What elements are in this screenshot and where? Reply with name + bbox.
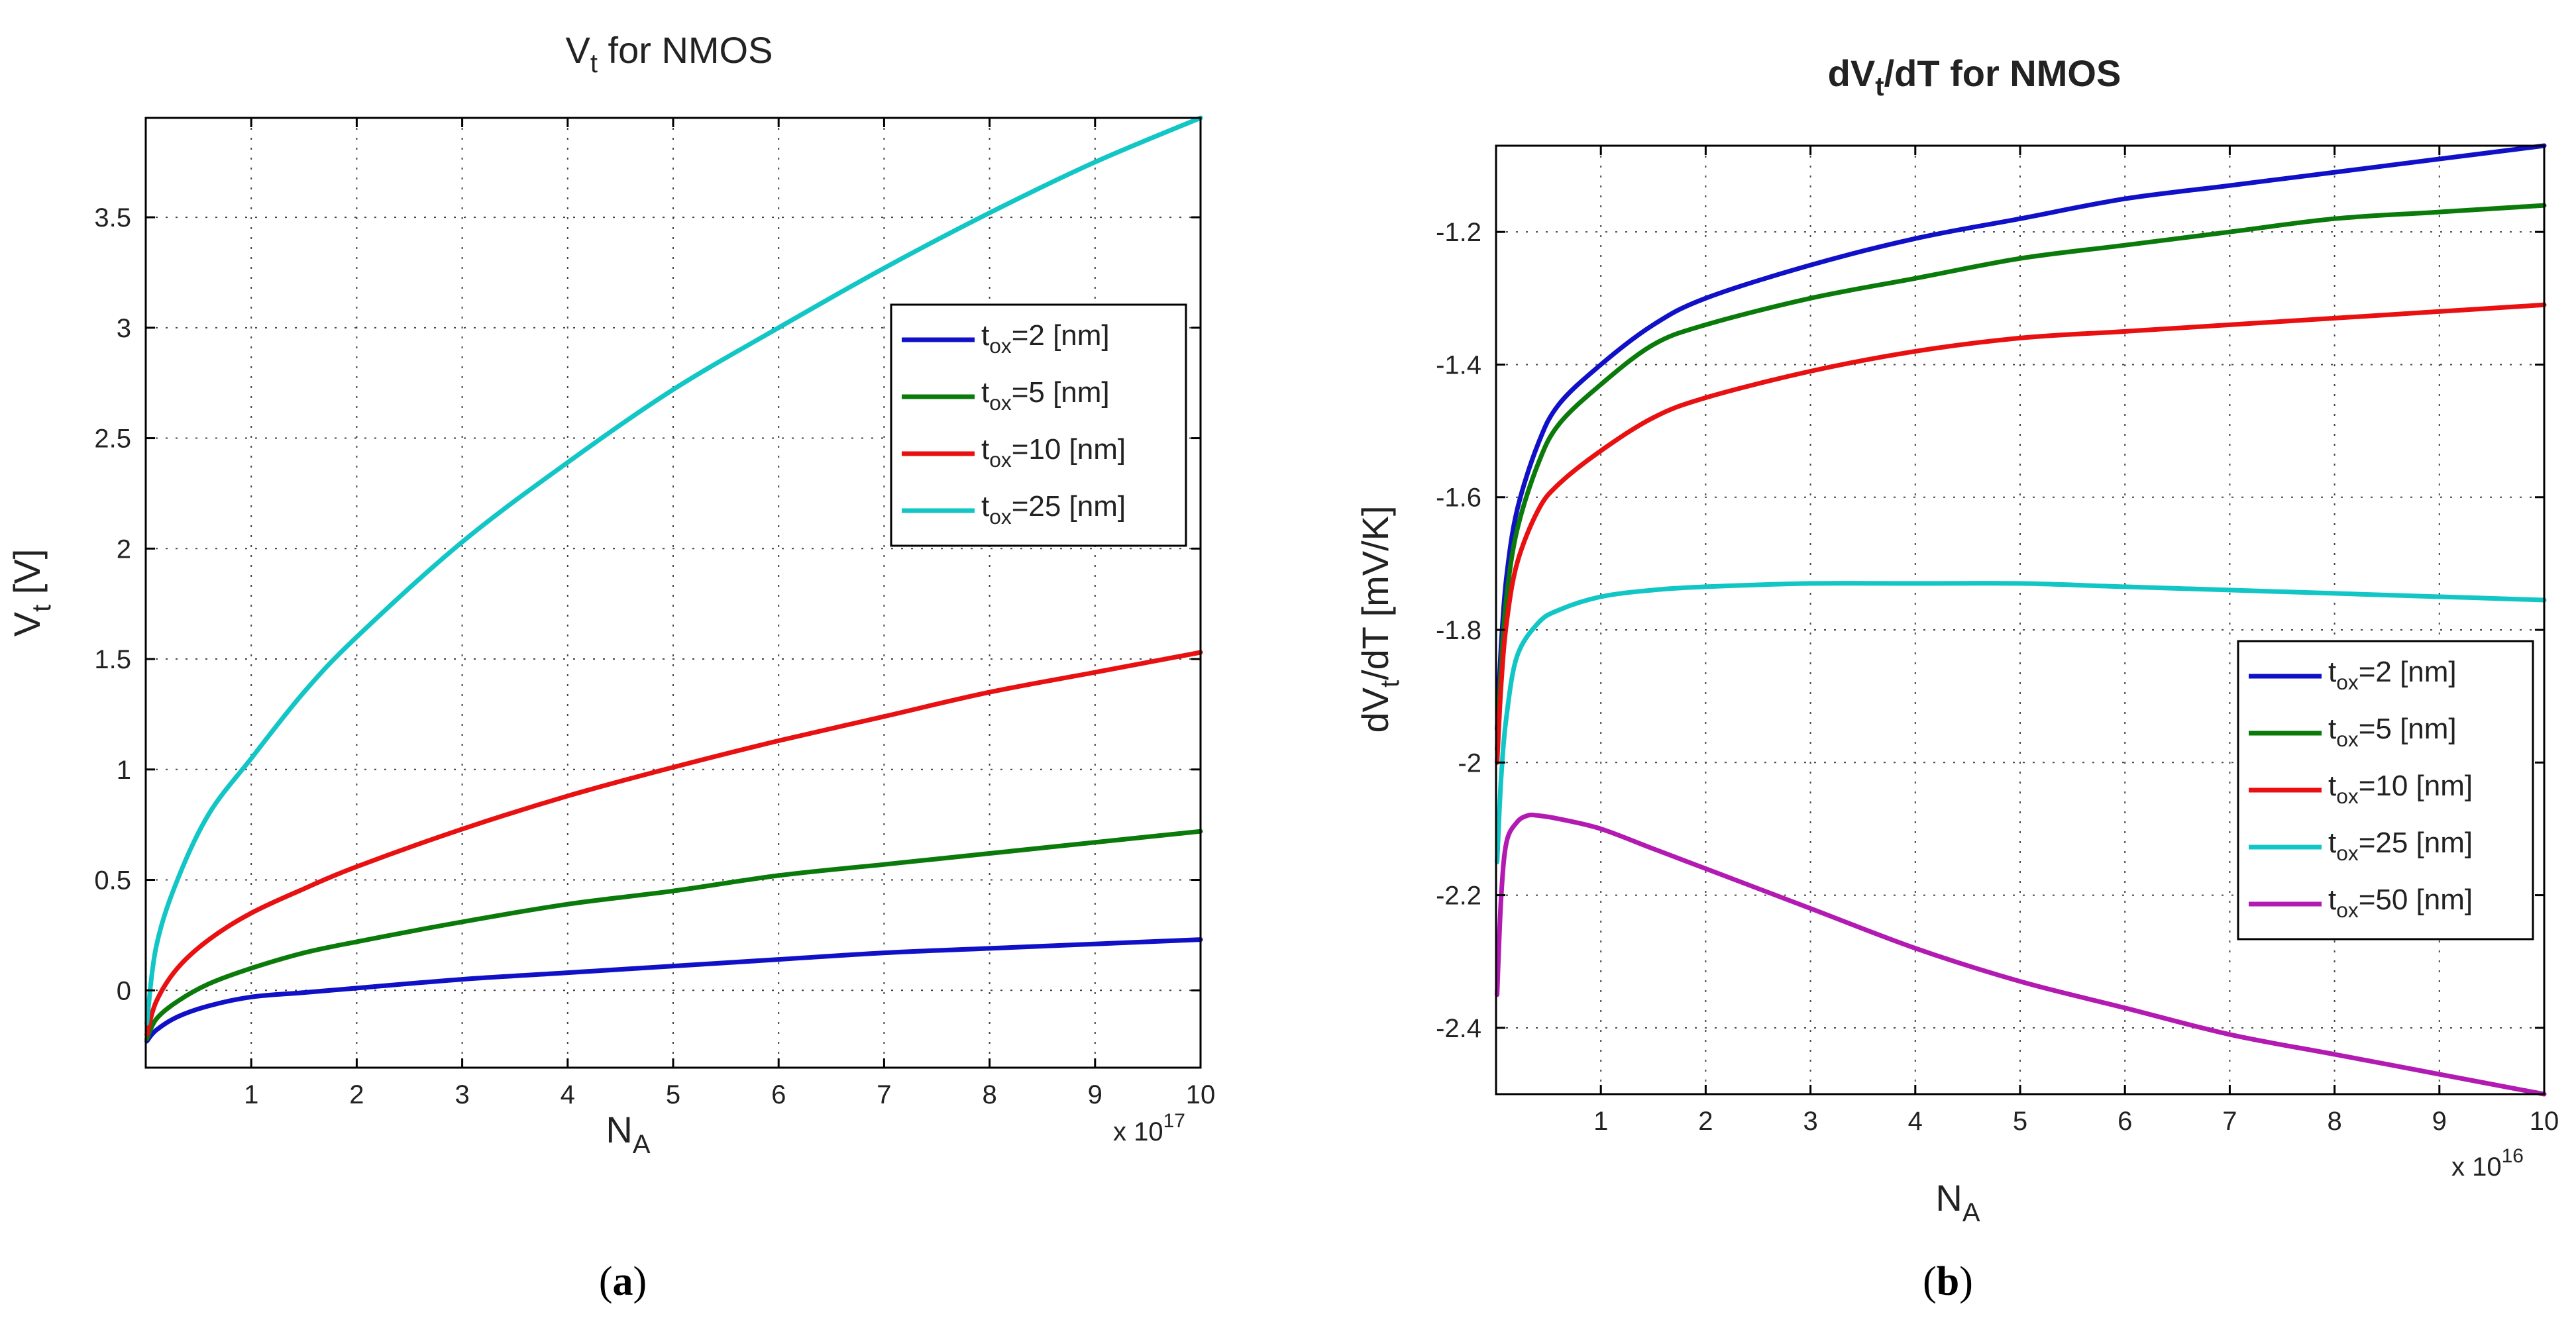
y-tick-label: -1.6 <box>1436 483 1481 513</box>
series-line <box>1495 302 2547 765</box>
x-tick-label: 6 <box>771 1080 786 1109</box>
y-tick-label: 2 <box>117 534 131 564</box>
chart-b-title: dVt/dT for NMOS <box>1828 52 2121 101</box>
chart-a-y-ticks: 0 0.5 1 1.5 2 2.5 3 3.5 <box>94 203 1201 1005</box>
chart-b-x-multiplier: x 1016 <box>2451 1145 2524 1182</box>
y-tick-label: -1.4 <box>1436 350 1481 380</box>
chart-a-plot-frame <box>144 117 1202 1069</box>
chart-b-x-axis-label: NA <box>1935 1177 1980 1227</box>
legend-label: tox=10 [nm] <box>981 433 1126 472</box>
x-tick-label: 5 <box>2013 1107 2027 1136</box>
x-tick-label: 8 <box>2327 1107 2341 1136</box>
chart-a-x-multiplier: x 1017 <box>1113 1110 1185 1146</box>
legend-label: tox=5 [nm] <box>981 376 1110 415</box>
chart-b-y-ticks: -2.4 -2.2 -2 -1.8 -1.6 -1.4 -1.2 <box>1436 218 2544 1043</box>
x-tick-label: 6 <box>2118 1107 2132 1136</box>
y-tick-label: 3 <box>117 314 131 343</box>
chart-b: dVt/dT for NMOS 1 2 3 4 5 6 7 8 9 10 -2.4 -2.2 -2 -1… <box>1354 52 2559 1304</box>
series-line <box>144 115 1203 1026</box>
chart-b-y-axis-label: dVt/dT [mV/K] <box>1354 505 1405 733</box>
chart-a: Vt for NMOS 1 2 3 4 5 6 7 8 9 10 0 0.5 1 1.5 2 2.5 3 3.5… <box>6 29 1215 1304</box>
y-tick-label: -2.2 <box>1436 882 1481 911</box>
legend-box <box>890 303 1187 547</box>
legend-label: tox=25 [nm] <box>981 490 1126 529</box>
chart-a-x-ticks: 1 2 3 4 5 6 7 8 9 10 <box>244 118 1215 1109</box>
series-line <box>1495 581 2547 864</box>
x-tick-label: 3 <box>455 1080 469 1109</box>
x-tick-label: 5 <box>666 1080 680 1109</box>
y-tick-label: 3.5 <box>94 203 131 232</box>
chart-a-grid <box>146 118 1201 1068</box>
legend-label: tox=2 [nm] <box>981 319 1110 358</box>
legend-label: tox=25 [nm] <box>2328 827 2473 865</box>
x-tick-label: 7 <box>2222 1107 2237 1136</box>
series-line <box>144 829 1203 1042</box>
chart-b-caption: (b) <box>1923 1259 1973 1304</box>
y-tick-label: 0 <box>117 976 131 1005</box>
chart-a-caption: (a) <box>599 1259 647 1304</box>
chart-a-title: Vt for NMOS <box>566 29 773 78</box>
legend-label: tox=2 [nm] <box>2328 656 2457 694</box>
x-tick-label: 4 <box>561 1080 575 1109</box>
chart-a-y-axis-label: Vt [V] <box>6 549 56 637</box>
y-tick-label: 2.5 <box>94 425 131 454</box>
y-tick-label: 0.5 <box>94 866 131 895</box>
series-line <box>144 650 1203 1037</box>
y-tick-label: -2.4 <box>1436 1014 1481 1043</box>
x-tick-label: 9 <box>1088 1080 1102 1109</box>
chart-b-grid <box>1496 146 2545 1094</box>
legend-label: tox=5 [nm] <box>2328 713 2457 751</box>
series-line <box>1495 812 2547 1097</box>
x-tick-label: 1 <box>1593 1107 1608 1136</box>
y-tick-label: -1.8 <box>1436 616 1481 645</box>
x-tick-label: 7 <box>877 1080 891 1109</box>
x-tick-label: 2 <box>1698 1107 1713 1136</box>
y-tick-label: -2 <box>1458 748 1481 778</box>
chart-a-series <box>144 115 1203 1044</box>
x-tick-label: 9 <box>2432 1107 2447 1136</box>
chart-a-x-axis-label: NA <box>606 1109 650 1159</box>
series-line <box>1495 143 2547 732</box>
chart-a-legend: tox=2 [nm] tox=5 [nm] tox=10 [nm] tox=25 [n… <box>890 303 1187 547</box>
x-tick-label: 3 <box>1803 1107 1817 1136</box>
x-tick-label: 2 <box>349 1080 364 1109</box>
chart-b-legend: tox=2 [nm] tox=5 [nm] tox=10 [nm] tox=25 [n… <box>2237 640 2534 940</box>
x-tick-label: 4 <box>1908 1107 1923 1136</box>
legend-label: tox=50 [nm] <box>2328 884 2473 922</box>
x-tick-label: 10 <box>1186 1080 1216 1109</box>
chart-b-series <box>1495 143 2547 1097</box>
chart-b-x-ticks: 1 2 3 4 5 6 7 8 9 10 <box>1593 146 2559 1136</box>
y-tick-label: 1 <box>117 756 131 785</box>
y-tick-label: 1.5 <box>94 645 131 674</box>
x-tick-label: 1 <box>244 1080 258 1109</box>
series-line <box>1495 203 2547 752</box>
legend-label: tox=10 [nm] <box>2328 770 2473 808</box>
x-tick-label: 10 <box>2530 1107 2559 1136</box>
series-line <box>144 937 1203 1044</box>
x-tick-label: 8 <box>982 1080 996 1109</box>
y-tick-label: -1.2 <box>1436 218 1481 247</box>
